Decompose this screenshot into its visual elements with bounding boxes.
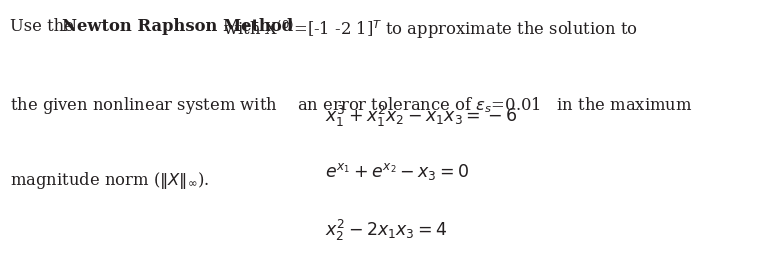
Text: magnitude norm ($\|X\|_{\infty}$).: magnitude norm ($\|X\|_{\infty}$). (10, 170, 209, 191)
Text: $x_1^3 + x_1^2 x_2 - x_1 x_3 = -6$: $x_1^3 + x_1^2 x_2 - x_1 x_3 = -6$ (325, 104, 517, 129)
Text: $x_2^2 - 2x_1 x_3 = 4$: $x_2^2 - 2x_1 x_3 = 4$ (325, 218, 447, 243)
Text: Newton Raphson Method: Newton Raphson Method (62, 18, 293, 35)
Text: Use the: Use the (10, 18, 79, 35)
Text: $e^{x_1} + e^{x_2} - x_3 = 0$: $e^{x_1} + e^{x_2} - x_3 = 0$ (325, 161, 469, 182)
Text: the given nonlinear system with    an error tolerance of $\varepsilon_s$=0.01   : the given nonlinear system with an error… (10, 95, 693, 116)
Text: with X$^{(0)}$=[-1 -2 1]$^T$ to approximate the solution to: with X$^{(0)}$=[-1 -2 1]$^T$ to approxim… (218, 18, 638, 41)
